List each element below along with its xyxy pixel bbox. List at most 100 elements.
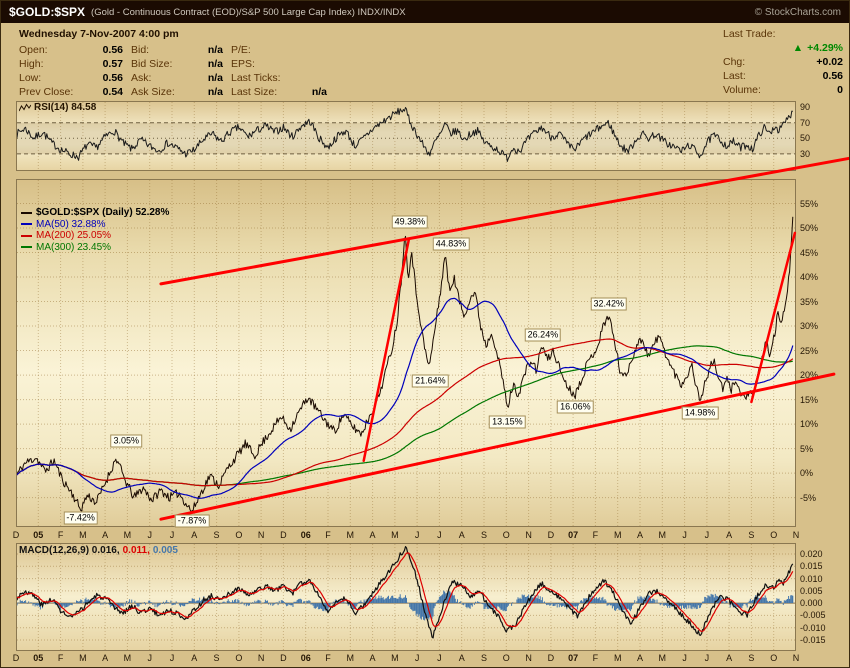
y-axis-label: 25% — [800, 345, 819, 356]
quote-row: Bid Size: n/a — [131, 57, 223, 71]
quote-row: Volume: 0 — [723, 83, 843, 97]
x-axis-label: M — [613, 530, 622, 540]
x-axis-label: M — [391, 530, 399, 540]
quote-row: Ask: n/a — [131, 71, 223, 85]
quote-field-label: Low: — [19, 72, 42, 84]
x-axis-label: F — [325, 530, 331, 540]
x-axis-label: M — [123, 653, 132, 663]
legend-row-price: $GOLD:$SPX (Daily) 52.28% — [21, 207, 169, 219]
ma200-line — [16, 338, 794, 487]
legend-ma300: MA(300) 23.45% — [36, 241, 112, 253]
x-axis-label: J — [414, 653, 420, 663]
x-axis-label: A — [726, 653, 733, 663]
x-axis-label: D — [547, 653, 555, 663]
x-axis-label: F — [592, 530, 599, 540]
x-axis-label: S — [213, 653, 220, 663]
macd-line — [16, 545, 794, 639]
x-axis-label: A — [636, 530, 644, 540]
x-axis-label: S — [480, 530, 488, 540]
y-axis-label: 40% — [800, 272, 819, 283]
x-axis-label: O — [770, 530, 778, 540]
x-axis-label: D — [12, 530, 20, 540]
y-axis-label: 55% — [800, 198, 819, 209]
y-axis-label: 35% — [800, 296, 819, 307]
quote-field-label: Ask Size: — [131, 86, 175, 98]
y-axis-label: 50% — [800, 223, 819, 233]
price-legend: $GOLD:$SPX (Daily) 52.28% MA(50) 32.88% … — [21, 207, 169, 253]
macd-label-text: MACD(12,26,9) 0.016, — [19, 545, 120, 556]
quote-row: Last Ticks: — [231, 71, 327, 85]
y-axis-label: 5% — [800, 443, 814, 454]
quote-field-label: Volume: — [723, 84, 761, 96]
x-axis-label: S — [480, 653, 488, 663]
indicator-icon — [19, 103, 31, 112]
x-axis-label: M — [346, 653, 355, 663]
quote-field-value: n/a — [207, 58, 223, 70]
macd-signal-value: 0.011, — [122, 545, 150, 556]
quote-row: Open: 0.56 — [19, 43, 123, 57]
quote-field-label: Open: — [19, 44, 48, 56]
x-axis-label: A — [102, 530, 109, 540]
x-axis-label: D — [280, 653, 287, 663]
y-axis-label: 0.020 — [800, 549, 823, 560]
ma50-swatch — [21, 223, 32, 226]
legend-ma50: MA(50) 32.88% — [36, 218, 106, 230]
rsi-line — [16, 107, 793, 162]
x-axis-label: O — [770, 653, 778, 663]
x-axis-label: A — [369, 653, 376, 663]
x-axis-label: J — [147, 653, 152, 663]
y-axis-label: 0.015 — [800, 561, 823, 572]
quote-field-label: Bid: — [131, 44, 150, 56]
x-axis-label: J — [682, 653, 687, 663]
x-axis-label: J — [147, 530, 152, 540]
quote-row: Bid: n/a — [131, 43, 223, 57]
quote-row: Last: 0.56 — [723, 69, 843, 83]
y-axis-label: 70 — [800, 117, 811, 128]
legend-row-ma50: MA(50) 32.88% — [21, 219, 169, 231]
symbol-title: $GOLD:$SPX — [9, 5, 86, 19]
macd-signal-line — [16, 552, 794, 633]
legend-ma200: MA(200) 25.05% — [36, 230, 112, 241]
quote-row: Ask Size: n/a — [131, 85, 223, 99]
quote-col-fundamentals: P/E: EPS: Last Ticks: Last Size: n/a — [231, 43, 327, 99]
price-line — [16, 216, 794, 513]
x-axis-label: 06 — [300, 530, 311, 540]
y-axis-label: -0.010 — [800, 622, 826, 633]
x-axis-label: A — [369, 530, 376, 540]
up-arrow-icon: ▲ — [792, 42, 804, 54]
y-axis-label: 20% — [800, 370, 819, 381]
x-axis-label: S — [213, 530, 220, 540]
quote-field-value: 0.57 — [102, 58, 123, 70]
x-axis-label: M — [346, 530, 355, 540]
quote-field-label: P/E: — [231, 44, 251, 56]
legend-row-ma200: MA(200) 25.05% — [21, 230, 169, 242]
quote-field-label: High: — [19, 58, 44, 70]
y-axis-label: -0.015 — [800, 634, 826, 645]
x-axis-label: M — [658, 530, 667, 540]
x-axis-label: J — [169, 653, 175, 663]
x-axis-label: M — [79, 653, 87, 663]
quote-field-label: Last: — [723, 70, 746, 82]
x-axis-label: D — [12, 653, 20, 663]
x-axis-label: F — [325, 653, 331, 663]
x-axis-label: A — [458, 530, 465, 540]
quote-field-value: +0.02 — [816, 56, 843, 68]
x-axis-label: A — [458, 653, 465, 663]
quote-row: EPS: — [231, 57, 327, 71]
x-axis-label: N — [525, 653, 532, 663]
y-axis-label: 30 — [800, 148, 811, 159]
stockcharts-copyright-link[interactable]: © StockCharts.com — [754, 6, 841, 18]
x-axis-label: M — [79, 530, 87, 540]
legend-price: $GOLD:$SPX (Daily) 52.28% — [36, 207, 170, 218]
y-axis-label: -5% — [800, 492, 817, 503]
y-axis-label: 10% — [800, 419, 819, 430]
x-axis-label: M — [658, 653, 667, 663]
symbol-description: (Gold - Continuous Contract (EOD)/S&P 50… — [91, 6, 406, 18]
quote-last-trade-rows: Chg: +0.02 Last: 0.56 Volume: 0 — [723, 55, 843, 97]
change-percent-row: ▲ +4.29% — [723, 41, 843, 55]
y-axis-label: 0.010 — [800, 573, 823, 584]
y-axis-label: 90 — [800, 102, 811, 113]
x-axis-label: O — [235, 653, 243, 663]
x-axis-label: S — [748, 530, 755, 540]
